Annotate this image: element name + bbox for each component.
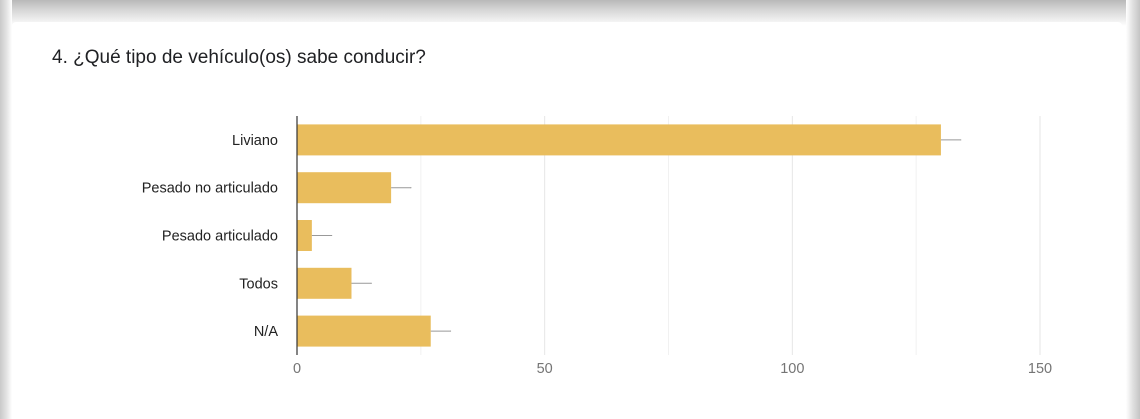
- left-shadow: [0, 0, 12, 419]
- right-shadow: [1126, 0, 1140, 419]
- question-card: [12, 22, 1122, 419]
- category-label: N/A: [254, 324, 279, 340]
- x-tick-label: 50: [537, 361, 553, 377]
- bar-3: [297, 267, 352, 299]
- bar-0: [297, 124, 941, 156]
- bar-1: [297, 172, 392, 204]
- top-shadow: [0, 0, 1140, 26]
- bar-2: [297, 220, 312, 251]
- category-label: Todos: [239, 276, 278, 292]
- category-label: Liviano: [232, 133, 278, 149]
- x-tick-label: 100: [780, 361, 804, 377]
- category-label: Pesado articulado: [162, 229, 278, 245]
- category-label: Pesado no articulado: [142, 181, 278, 197]
- bar-4: [297, 315, 431, 347]
- x-tick-label: 0: [293, 361, 301, 377]
- question-title: 4. ¿Qué tipo de vehículo(os) sabe conduc…: [52, 47, 426, 68]
- x-tick-label: 150: [1028, 361, 1052, 377]
